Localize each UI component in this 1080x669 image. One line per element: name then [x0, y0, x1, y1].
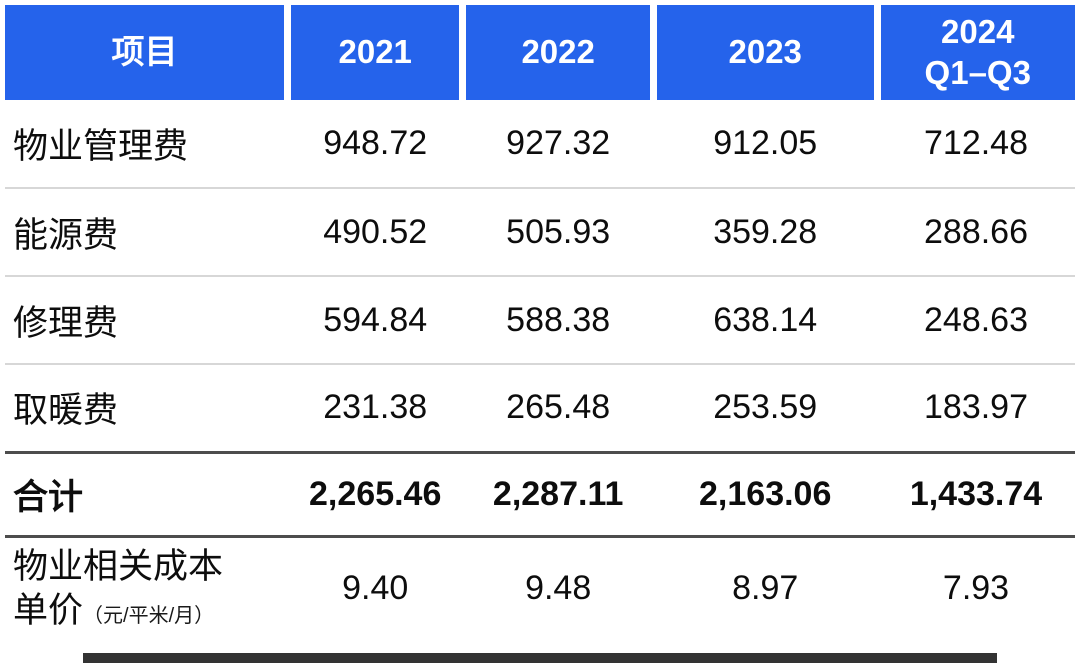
value-cell: 638.14	[653, 275, 878, 364]
value-cell: 1,433.74	[877, 450, 1075, 536]
value-cell: 588.38	[462, 275, 654, 364]
table-row-unit-cost: 物业相关成本 单价（元/平米/月） 9.40 9.48 8.97 7.93	[5, 534, 1075, 640]
table-row-total: 合计 2,265.46 2,287.11 2,163.06 1,433.74	[5, 450, 1075, 536]
table-row-energy-fee: 能源费 490.52 505.93 359.28 288.66	[5, 187, 1075, 276]
value-cell: 359.28	[653, 187, 878, 276]
value-cell: 490.52	[287, 187, 463, 276]
value-cell: 9.48	[462, 534, 654, 640]
value-cell: 253.59	[653, 363, 878, 452]
unit-cost-label-line2: 单价	[13, 590, 84, 630]
value-cell: 2,265.46	[287, 450, 463, 536]
property-cost-table: 项目 2021 2022 2023 2024 Q1–Q3 物业管理费 948.7…	[5, 5, 1075, 640]
value-cell: 2,287.11	[462, 450, 654, 536]
row-label: 取暖费	[5, 363, 288, 452]
value-cell: 7.93	[877, 534, 1075, 640]
value-cell: 505.93	[462, 187, 654, 276]
header-cell-2021: 2021	[283, 5, 463, 100]
row-label: 合计	[5, 450, 288, 536]
unit-note: （元/平米/月）	[83, 604, 215, 627]
value-cell: 594.84	[287, 275, 463, 364]
value-cell: 183.97	[877, 363, 1075, 452]
row-label: 修理费	[5, 275, 288, 364]
value-cell: 912.05	[713, 124, 818, 162]
value-cell: 248.63	[877, 275, 1075, 364]
unit-cost-label-line1: 物业相关成本	[13, 547, 224, 586]
row-label: 物业管理费	[13, 127, 189, 166]
row-label: 物业相关成本 单价（元/平米/月）	[5, 534, 288, 640]
table-row-heating-fee: 取暖费 231.38 265.48 253.59 183.97	[5, 363, 1075, 452]
table-row-property-management-fee: 物业管理费 948.72 927.32 912.05 712.48	[5, 100, 1075, 188]
value-cell: 9.40	[287, 534, 463, 640]
value-cell: 712.48	[924, 124, 1028, 162]
row-label: 能源费	[5, 187, 288, 276]
value-cell: 2,163.06	[653, 450, 878, 536]
value-cell: 265.48	[462, 363, 654, 452]
table-header-row: 项目 2021 2022 2023 2024 Q1–Q3	[5, 5, 1075, 100]
table-row-repair-fee: 修理费 594.84 588.38 638.14 248.63	[5, 275, 1075, 364]
value-cell: 927.32	[506, 124, 611, 162]
header-cell-2022: 2022	[459, 5, 654, 100]
value-cell: 288.66	[877, 187, 1075, 276]
bottom-bar	[82, 653, 998, 663]
header-cell-2024-q1-q3: 2024 Q1–Q3	[873, 5, 1075, 100]
value-cell: 948.72	[323, 124, 428, 162]
header-cell-2023: 2023	[649, 5, 878, 100]
value-cell: 231.38	[287, 363, 463, 452]
header-cell-item: 项目	[5, 5, 288, 100]
value-cell: 8.97	[653, 534, 878, 640]
